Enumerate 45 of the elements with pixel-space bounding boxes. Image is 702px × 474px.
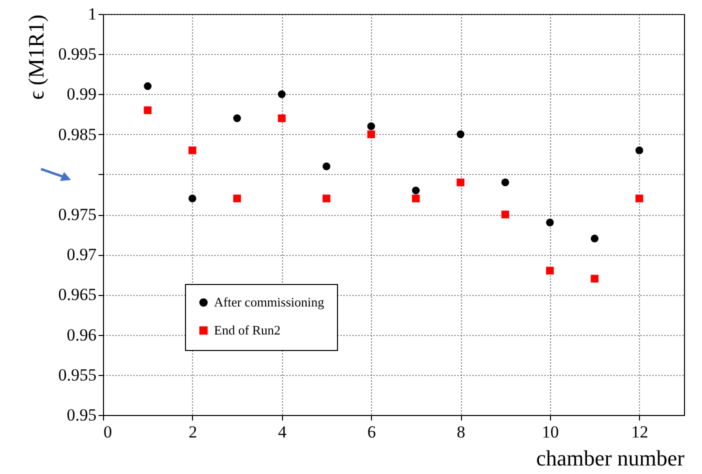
y-tick-label: 0.975 <box>58 205 96 224</box>
point <box>456 178 464 186</box>
point <box>367 122 376 130</box>
y-axis-title: ϵ (M1R1) <box>23 14 48 100</box>
point <box>188 146 196 154</box>
point <box>412 186 420 194</box>
y-tick-label: 0.985 <box>58 124 96 144</box>
y-tick-label: 0.97 <box>66 245 97 264</box>
legend-label: After commissioning <box>214 294 325 310</box>
x-axis-title: chamber number <box>536 446 686 470</box>
x-tick-label: 12 <box>631 422 648 442</box>
point <box>322 194 330 202</box>
y-tick-label: 0.99 <box>66 84 96 104</box>
point <box>501 210 510 218</box>
point <box>635 194 644 202</box>
y-tick-label: 1 <box>88 4 96 24</box>
point <box>412 194 420 202</box>
x-tick-label: 10 <box>542 422 559 442</box>
x-tick-label: 2 <box>188 422 198 442</box>
point <box>590 234 598 242</box>
point <box>278 114 286 122</box>
x-tick-label: 8 <box>456 422 466 442</box>
point <box>456 130 464 138</box>
point <box>590 274 598 283</box>
point <box>546 266 554 275</box>
y-tick-label: 0.995 <box>58 44 96 64</box>
point <box>144 82 152 90</box>
y-tick-label: 0.96 <box>66 325 96 344</box>
point <box>635 146 644 154</box>
point <box>188 194 196 202</box>
point <box>144 106 152 114</box>
x-tick-label: 4 <box>278 422 288 442</box>
x-tick-label: 6 <box>367 422 376 442</box>
legend-label: End of Run2 <box>214 322 280 338</box>
point <box>278 90 286 98</box>
point <box>233 114 241 122</box>
point <box>233 194 241 202</box>
point <box>367 130 376 138</box>
y-tick-label: 0.965 <box>58 285 96 304</box>
y-tick-label: 0.95 <box>66 406 96 424</box>
point <box>501 178 510 186</box>
point <box>546 218 554 226</box>
y-tick-label: 0.955 <box>58 365 96 384</box>
x-tick-label: 0 <box>104 422 112 442</box>
point <box>322 162 330 170</box>
